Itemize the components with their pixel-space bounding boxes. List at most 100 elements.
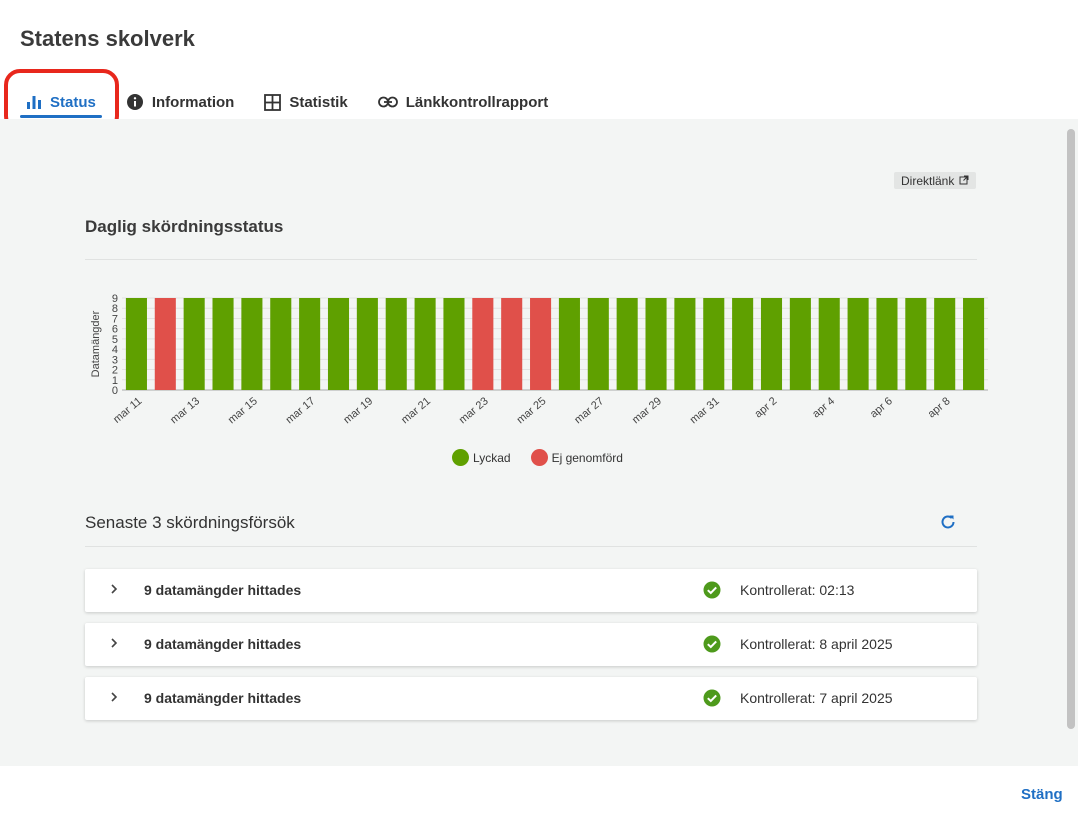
- y-axis-label: Datamängder: [90, 310, 102, 377]
- attempt-checked-time: Kontrollerat: 02:13: [740, 582, 855, 598]
- attempt-checked-time: Kontrollerat: 7 april 2025: [740, 690, 893, 706]
- y-tick-label: 8: [112, 303, 118, 315]
- chart-bar[interactable]: [327, 298, 350, 390]
- attempt-row[interactable]: 9 datamängder hittades Kontrollerat: 7 a…: [85, 677, 977, 720]
- legend-swatch-lyckad: [452, 449, 469, 466]
- divider: [85, 546, 977, 547]
- y-tick-label: 5: [112, 334, 118, 346]
- close-button[interactable]: Stäng: [1021, 786, 1063, 803]
- x-tick-label: mar 21: [399, 395, 433, 426]
- chart-bar[interactable]: [905, 298, 927, 390]
- chart-bar[interactable]: [674, 298, 696, 390]
- chart-bar[interactable]: [703, 298, 725, 390]
- chart-bar[interactable]: [530, 298, 552, 390]
- info-icon: [126, 93, 144, 111]
- y-tick-label: 7: [112, 313, 118, 325]
- page-title: Statens skolverk: [20, 26, 195, 51]
- attempt-summary: 9 datamängder hittades: [144, 690, 302, 706]
- x-tick-label: mar 29: [630, 395, 664, 426]
- chart-bar[interactable]: [443, 298, 465, 390]
- chart-bar[interactable]: [472, 298, 494, 390]
- x-tick-label: mar 17: [284, 395, 318, 426]
- y-tick-label: 4: [112, 344, 118, 356]
- scrollbar-thumb[interactable]: [1067, 129, 1075, 729]
- check-circle-icon: [703, 635, 721, 658]
- y-tick-label: 1: [112, 375, 118, 387]
- y-tick-label: 0: [112, 385, 118, 397]
- tab-bar: Status Information Statistik Länkkontrol…: [20, 84, 572, 120]
- x-tick-label: mar 15: [226, 395, 260, 426]
- chevron-right-icon[interactable]: [109, 636, 119, 655]
- tab-lankkontrollrapport[interactable]: Länkkontrollrapport: [372, 84, 555, 120]
- tab-statistik-label: Statistik: [289, 93, 348, 111]
- chart-legend: Lyckad Ej genomförd: [452, 449, 623, 466]
- daily-status-title: Daglig skördningsstatus: [85, 217, 284, 236]
- x-tick-label: apr 8: [926, 395, 953, 420]
- chart-bar[interactable]: [414, 298, 436, 390]
- tab-lankkontrollrapport-label: Länkkontrollrapport: [405, 93, 549, 111]
- x-tick-label: mar 13: [168, 395, 202, 426]
- recent-attempts-title: Senaste 3 skördningsförsök: [85, 513, 295, 532]
- bar-chart-icon: [26, 94, 42, 110]
- x-tick-label: apr 6: [868, 395, 895, 420]
- chevron-right-icon[interactable]: [109, 690, 119, 709]
- attempt-summary: 9 datamängder hittades: [144, 636, 302, 652]
- x-tick-label: mar 11: [111, 395, 144, 426]
- attempt-row[interactable]: 9 datamängder hittades Kontrollerat: 02:…: [85, 569, 977, 612]
- tab-status-label: Status: [50, 93, 96, 111]
- chart-bar[interactable]: [299, 298, 321, 390]
- chart-bar[interactable]: [934, 298, 956, 390]
- chart-bar[interactable]: [356, 298, 378, 390]
- y-tick-label: 2: [112, 365, 118, 377]
- legend-item-ej-genomford[interactable]: Ej genomförd: [530, 449, 623, 466]
- divider: [85, 259, 977, 260]
- chart-bar[interactable]: [789, 298, 811, 390]
- legend-swatch-ej-genomford: [530, 449, 548, 466]
- chart-bar[interactable]: [212, 298, 234, 390]
- x-tick-label: apr 2: [753, 395, 780, 420]
- chart-bar[interactable]: [963, 298, 985, 390]
- legend-label-ej-genomford: Ej genomförd: [551, 450, 623, 465]
- chart-bar[interactable]: [876, 298, 898, 390]
- chart-bar[interactable]: [270, 298, 292, 390]
- grid-icon: [264, 93, 282, 111]
- legend-label-lyckad: Lyckad: [473, 450, 511, 465]
- chart-bar[interactable]: [125, 298, 147, 390]
- attempt-checked-time: Kontrollerat: 8 april 2025: [740, 636, 893, 652]
- chart-bar[interactable]: [847, 298, 869, 390]
- y-tick-label: 3: [112, 354, 118, 366]
- legend-item-lyckad[interactable]: Lyckad: [452, 449, 511, 466]
- chart-bar[interactable]: [818, 298, 840, 390]
- chart-bar[interactable]: [501, 298, 523, 390]
- x-tick-label: mar 23: [457, 395, 491, 426]
- y-tick-label: 6: [112, 324, 118, 336]
- chart-bar[interactable]: [732, 298, 754, 390]
- chevron-right-icon[interactable]: [109, 582, 119, 601]
- tab-statistik[interactable]: Statistik: [258, 84, 353, 120]
- refresh-icon[interactable]: [939, 513, 957, 536]
- attempt-summary: 9 datamängder hittades: [144, 582, 302, 598]
- external-link-icon: [959, 174, 969, 188]
- chart-bar[interactable]: [154, 298, 176, 390]
- chart-bar[interactable]: [558, 298, 580, 390]
- tab-status[interactable]: Status: [20, 84, 102, 120]
- x-tick-label: apr 4: [810, 395, 837, 420]
- chart-bar[interactable]: [183, 298, 205, 390]
- attempt-row[interactable]: 9 datamängder hittades Kontrollerat: 8 a…: [85, 623, 977, 666]
- chart-bar[interactable]: [760, 298, 783, 390]
- x-tick-label: mar 19: [341, 395, 375, 426]
- tab-information[interactable]: Information: [120, 84, 241, 120]
- check-circle-icon: [703, 689, 721, 712]
- x-tick-label: mar 31: [688, 395, 722, 426]
- direct-link-label: Direktlänk: [901, 173, 955, 188]
- chart-bar[interactable]: [616, 298, 638, 390]
- chart-bar[interactable]: [587, 298, 609, 390]
- chart-bar[interactable]: [385, 298, 407, 390]
- chart-bar[interactable]: [241, 298, 263, 390]
- y-tick-label: 9: [112, 293, 118, 305]
- chart-bar[interactable]: [645, 298, 667, 390]
- x-tick-label: mar 27: [572, 395, 606, 426]
- direct-link-button[interactable]: Direktlänk: [894, 172, 977, 189]
- check-circle-icon: [703, 581, 721, 604]
